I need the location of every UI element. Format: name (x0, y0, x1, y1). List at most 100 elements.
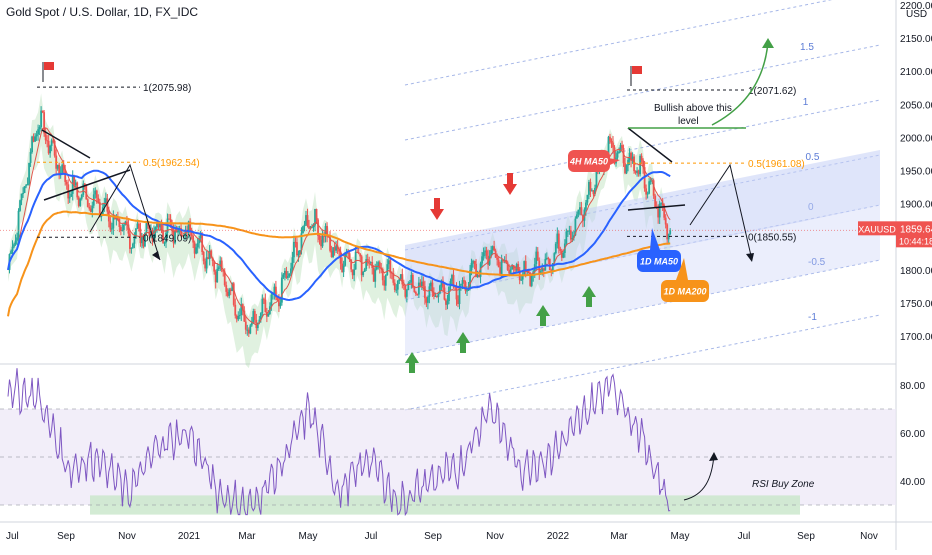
rsi-arrowhead (709, 452, 718, 461)
candle-body (505, 259, 508, 263)
candle-body (311, 227, 313, 229)
time-axis-label: Jul (6, 531, 19, 542)
candle-body (463, 280, 465, 283)
candle-body (396, 280, 399, 290)
candle-body (333, 247, 336, 251)
candle-body (104, 198, 107, 204)
candle-body (112, 215, 115, 229)
candle-body (115, 218, 118, 220)
candle-body (119, 226, 122, 231)
candle-body (386, 264, 389, 275)
candle-body (402, 284, 405, 286)
time-axis-label: Nov (486, 531, 504, 542)
candle-body (195, 247, 198, 254)
candle-body (86, 199, 89, 207)
candle-body (369, 262, 372, 264)
candle-body (244, 321, 247, 330)
candle-body (41, 110, 44, 113)
candle-body (393, 282, 396, 290)
candle-body (470, 262, 473, 271)
rsi-line (7, 368, 671, 517)
candle-body (500, 259, 503, 275)
candle-body (579, 207, 581, 210)
candle-body (220, 260, 223, 271)
candle-body (341, 263, 344, 273)
candle-body (284, 270, 286, 275)
candle-body (541, 268, 544, 272)
candle-body (302, 226, 304, 234)
candle-body (79, 198, 82, 206)
candle-body (303, 224, 306, 227)
candle-body (420, 281, 423, 287)
candle-body (56, 164, 59, 169)
price-axis-label: 2050.00 (900, 100, 932, 111)
candle-body (205, 257, 208, 269)
candle-body (511, 265, 514, 270)
candle-body (458, 285, 461, 305)
candle-body (278, 300, 280, 307)
candle-body (145, 223, 148, 234)
candle-body (53, 140, 56, 156)
candle-body (554, 243, 557, 254)
candle-body (174, 230, 176, 244)
pattern-line (627, 127, 673, 163)
candle-body (204, 261, 207, 269)
candle-body (646, 193, 649, 195)
candle-body (479, 263, 482, 277)
candle-body (121, 229, 124, 231)
candle-body (11, 246, 14, 252)
candle-body (493, 246, 496, 251)
candle-body (524, 261, 527, 271)
candle-body (163, 242, 166, 244)
green-up-arrowhead (456, 332, 470, 343)
candle-body (159, 223, 161, 228)
candle-body (508, 269, 511, 274)
candle-body (433, 292, 435, 297)
candle-body (223, 271, 226, 286)
candle-body (339, 251, 342, 264)
red-down-arrow (434, 198, 440, 210)
channel-line (404, 314, 881, 411)
red-flag-icon (44, 62, 54, 70)
candle-body (478, 275, 480, 277)
candle-body (281, 277, 283, 303)
red-flag-icon (632, 66, 642, 74)
candle-body (624, 163, 626, 174)
candle-body (521, 274, 524, 280)
candle-body (527, 270, 530, 274)
candle-body (607, 136, 610, 156)
candle-body (190, 230, 193, 236)
candle-body (509, 269, 512, 274)
candle-body (270, 294, 273, 307)
candle-body (214, 271, 217, 283)
candle-body (457, 299, 459, 305)
time-axis-label: Nov (860, 531, 878, 542)
candle-body (243, 310, 246, 322)
candle-body (559, 248, 562, 251)
green-up-arrow (409, 363, 415, 373)
candle-body (135, 228, 137, 238)
channel-level-label: -1 (808, 312, 817, 323)
candle-body (282, 274, 285, 278)
candle-body (122, 224, 125, 230)
candle-body (496, 257, 499, 260)
projection-arrowhead (746, 253, 754, 262)
candle-body (414, 292, 417, 294)
channel-line (404, 44, 881, 141)
candle-body (29, 152, 32, 163)
candle-body (49, 145, 52, 154)
candle-body (472, 260, 474, 263)
candle-body (226, 291, 229, 296)
candle-body (517, 264, 520, 272)
channel-band-lower (405, 205, 880, 355)
candle-body (189, 221, 192, 231)
rsi-zone-label: RSI Buy Zone (752, 479, 815, 490)
candle-body (523, 261, 526, 275)
candle-body (187, 221, 190, 233)
channel-line (404, 259, 881, 356)
candle-body (25, 185, 27, 187)
candle-body (37, 129, 39, 135)
candle-body (490, 250, 493, 257)
